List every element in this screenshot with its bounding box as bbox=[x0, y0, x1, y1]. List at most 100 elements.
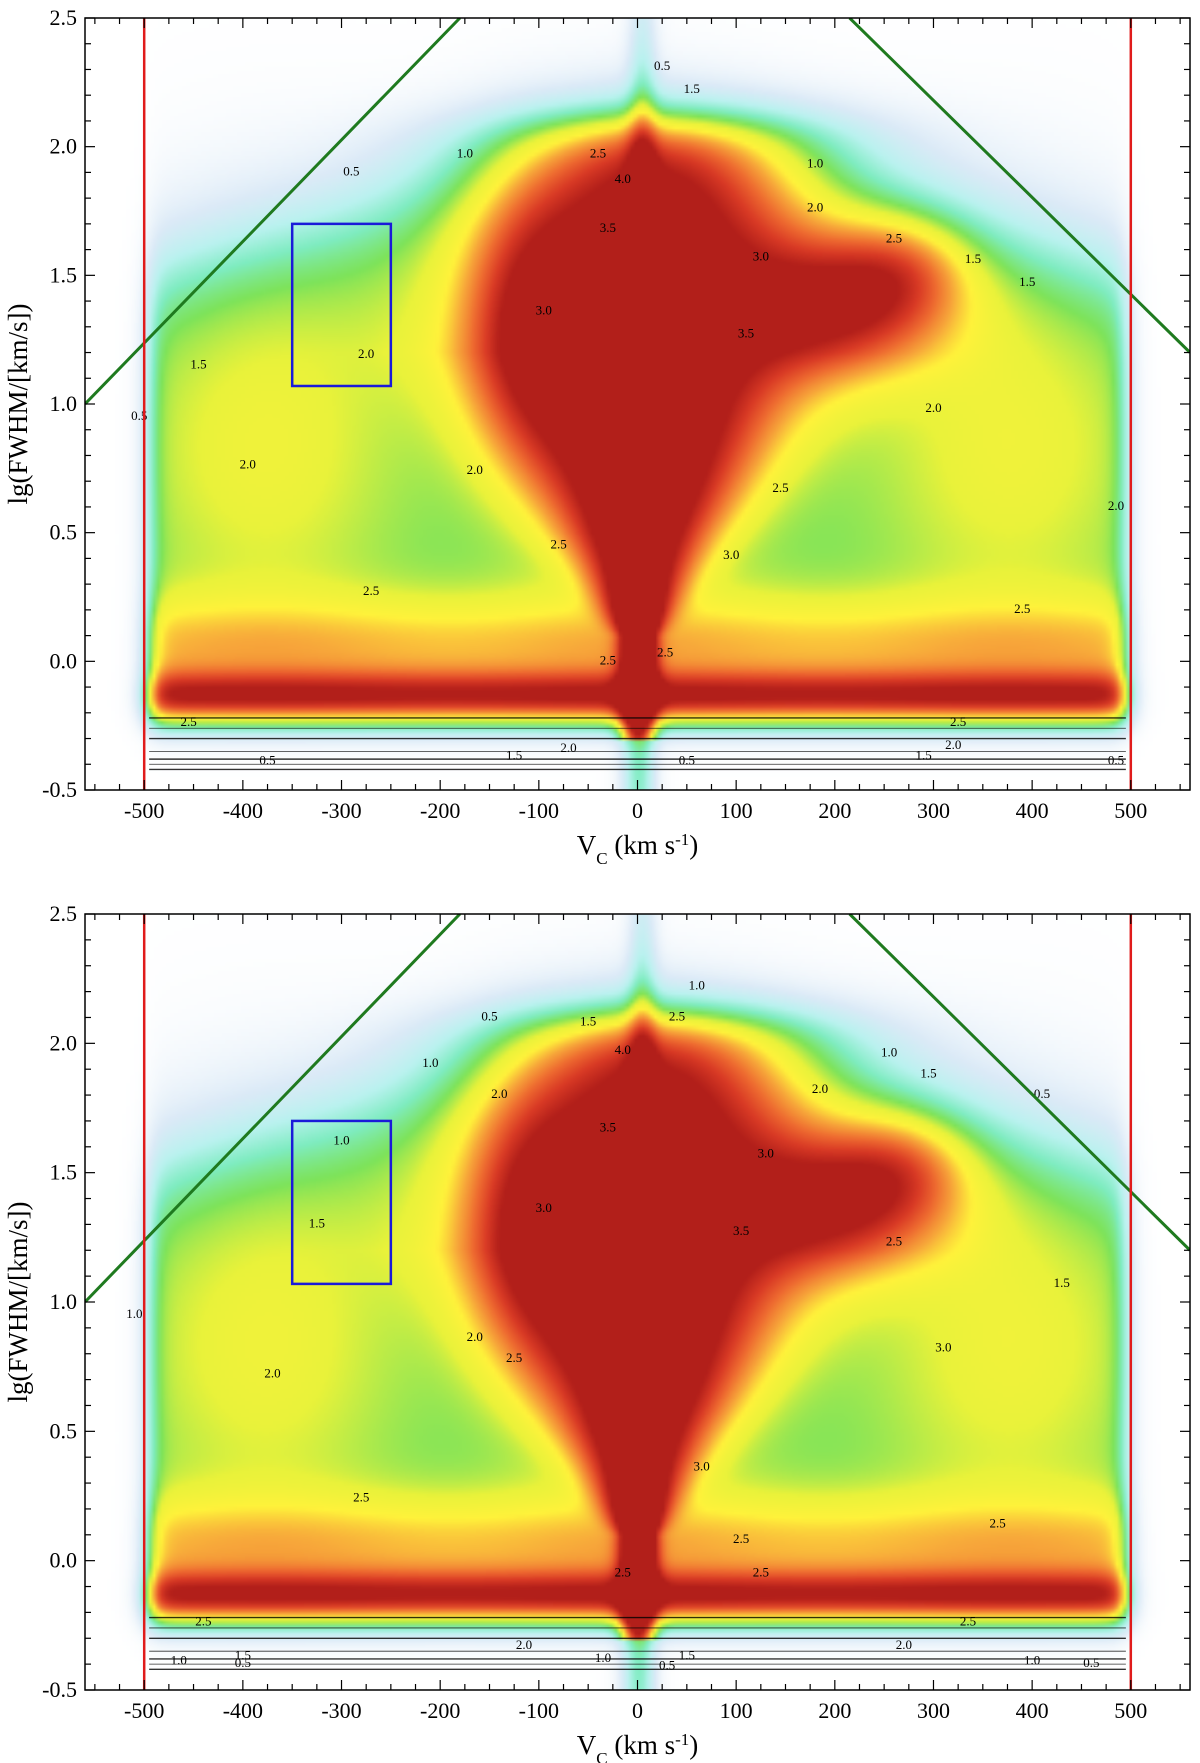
y-tick-label: 1.5 bbox=[50, 262, 78, 287]
contour-label: 2.5 bbox=[772, 480, 788, 495]
contour-label: 2.5 bbox=[657, 645, 673, 660]
contour-label: 0.5 bbox=[679, 753, 695, 768]
contour-label: 1.0 bbox=[422, 1055, 438, 1070]
x-tick-label: 300 bbox=[917, 798, 950, 823]
x-axis-title-part: ) bbox=[689, 830, 698, 860]
y-tick-label: 0.5 bbox=[50, 1418, 78, 1443]
panel-top: 0.5 1.5 1.0 0.5 2.5 4.0 3.5 1.0 2.0 2.5 3.0 3.5 3.0 2… bbox=[3, 5, 1191, 868]
green-diagonal-lines bbox=[85, 914, 1190, 1304]
y-tick-label: 0.0 bbox=[50, 1548, 78, 1573]
contour-label: 1.5 bbox=[235, 1647, 251, 1662]
contour-label: 3.5 bbox=[600, 220, 616, 235]
density-heatmap bbox=[85, 18, 1190, 790]
y-tick-label: 1.5 bbox=[50, 1160, 78, 1185]
contour-label: 0.5 bbox=[1108, 753, 1124, 768]
contour-label: 0.5 bbox=[259, 753, 275, 768]
contour-label: 3.0 bbox=[536, 1200, 552, 1215]
x-tick-label: -100 bbox=[519, 1698, 559, 1723]
x-tick-label: 400 bbox=[1016, 798, 1049, 823]
x-tick-label: 0 bbox=[632, 1698, 643, 1723]
x-axis-title: VC (km s-1) bbox=[577, 1730, 699, 1763]
x-tick-label: 400 bbox=[1016, 1698, 1049, 1723]
contour-label: 1.0 bbox=[457, 145, 473, 160]
y-tick-label: 0.5 bbox=[50, 520, 78, 545]
x-axis-title-part: C bbox=[596, 849, 607, 868]
contour-label: 2.0 bbox=[240, 457, 256, 472]
contour-label: 2.0 bbox=[358, 346, 374, 361]
x-tick-label: 200 bbox=[818, 798, 851, 823]
contour-label: 1.5 bbox=[965, 251, 981, 266]
green-diagonal-line bbox=[848, 914, 1190, 1252]
contour-label: 1.5 bbox=[920, 1065, 936, 1080]
contour-label: 2.5 bbox=[180, 714, 196, 729]
green-diagonal-lines bbox=[85, 18, 1190, 406]
contour-label: 1.0 bbox=[595, 1650, 611, 1665]
x-tick-label: -300 bbox=[321, 1698, 361, 1723]
green-diagonal-line bbox=[85, 914, 461, 1304]
x-axis-title-part: (km s bbox=[608, 1730, 676, 1760]
x-axis-title-part: -1 bbox=[675, 830, 689, 849]
contour-label: 1.0 bbox=[171, 1653, 187, 1668]
contour-label: 0.5 bbox=[659, 1658, 675, 1673]
contour-label: 2.0 bbox=[264, 1365, 280, 1380]
x-tick-label: -400 bbox=[223, 1698, 263, 1723]
x-tick-label: -200 bbox=[420, 1698, 460, 1723]
contour-label: 2.5 bbox=[960, 1614, 976, 1629]
contour-label: 1.0 bbox=[333, 1133, 349, 1148]
contour-label: 1.5 bbox=[915, 748, 931, 763]
x-axis-title-part: (km s bbox=[608, 830, 676, 860]
contour-label: 2.5 bbox=[733, 1531, 749, 1546]
y-tick-label: 0.0 bbox=[50, 648, 78, 673]
contour-label: 1.0 bbox=[881, 1045, 897, 1060]
x-tick-label: 500 bbox=[1114, 1698, 1147, 1723]
x-tick-label: 200 bbox=[818, 1698, 851, 1723]
x-axis-title-part: C bbox=[596, 1749, 607, 1763]
contour-label: 2.5 bbox=[363, 583, 379, 598]
contour-label: 3.0 bbox=[536, 302, 552, 317]
y-tick-label: -0.5 bbox=[42, 1677, 77, 1702]
x-tick-label: 300 bbox=[917, 1698, 950, 1723]
contour-label: 2.5 bbox=[886, 1233, 902, 1248]
density-heatmap bbox=[85, 914, 1190, 1690]
x-tick-label: -100 bbox=[519, 798, 559, 823]
x-axis-title: VC (km s-1) bbox=[577, 830, 699, 868]
contour-label: 1.5 bbox=[190, 356, 206, 371]
x-tick-label: -500 bbox=[124, 1698, 164, 1723]
contour-label: 2.5 bbox=[600, 652, 616, 667]
x-axis-title-part: V bbox=[577, 1730, 597, 1760]
contour-label: 2.5 bbox=[353, 1490, 369, 1505]
contour-label: 1.5 bbox=[1019, 274, 1035, 289]
contour-label: 2.5 bbox=[195, 1614, 211, 1629]
contour-label: 2.0 bbox=[807, 199, 823, 214]
x-tick-label: -200 bbox=[420, 798, 460, 823]
contour-label: 2.5 bbox=[989, 1515, 1005, 1530]
contour-label: 0.5 bbox=[654, 58, 670, 73]
y-axis-title: lg(FWHM/[km/s]) bbox=[3, 304, 33, 505]
contour-label: 2.5 bbox=[590, 145, 606, 160]
contour-label: 2.5 bbox=[753, 1565, 769, 1580]
contour-lines bbox=[149, 717, 1126, 771]
contour-label: 2.0 bbox=[1108, 498, 1124, 513]
y-tick-label: 2.0 bbox=[50, 1030, 78, 1055]
contour-label: 1.5 bbox=[309, 1215, 325, 1230]
contour-label: 2.0 bbox=[560, 740, 576, 755]
contour-label: 0.5 bbox=[343, 163, 359, 178]
contour-label: 3.5 bbox=[600, 1120, 616, 1135]
contour-label: 2.0 bbox=[516, 1637, 532, 1652]
contour-label: 3.0 bbox=[753, 248, 769, 263]
contour-label: 1.5 bbox=[684, 81, 700, 96]
contour-labels: 1.02.50.5 1.51.02.04.03.51.01.53.03.02.01… bbox=[126, 977, 1099, 1672]
contour-label: 1.5 bbox=[506, 748, 522, 763]
contour-label: 2.0 bbox=[925, 400, 941, 415]
contour-label: 4.0 bbox=[615, 171, 631, 186]
contour-label: 2.5 bbox=[550, 537, 566, 552]
contour-label: 1.0 bbox=[126, 1306, 142, 1321]
contour-label: 0.5 bbox=[1034, 1086, 1050, 1101]
green-diagonal-line bbox=[85, 18, 461, 406]
x-tick-label: 0 bbox=[632, 798, 643, 823]
contour-label: 2.0 bbox=[467, 1329, 483, 1344]
contour-label: 2.5 bbox=[950, 714, 966, 729]
y-tick-label: 2.0 bbox=[50, 134, 78, 159]
contour-label: 2.5 bbox=[506, 1350, 522, 1365]
contour-label: 2.5 bbox=[615, 1565, 631, 1580]
